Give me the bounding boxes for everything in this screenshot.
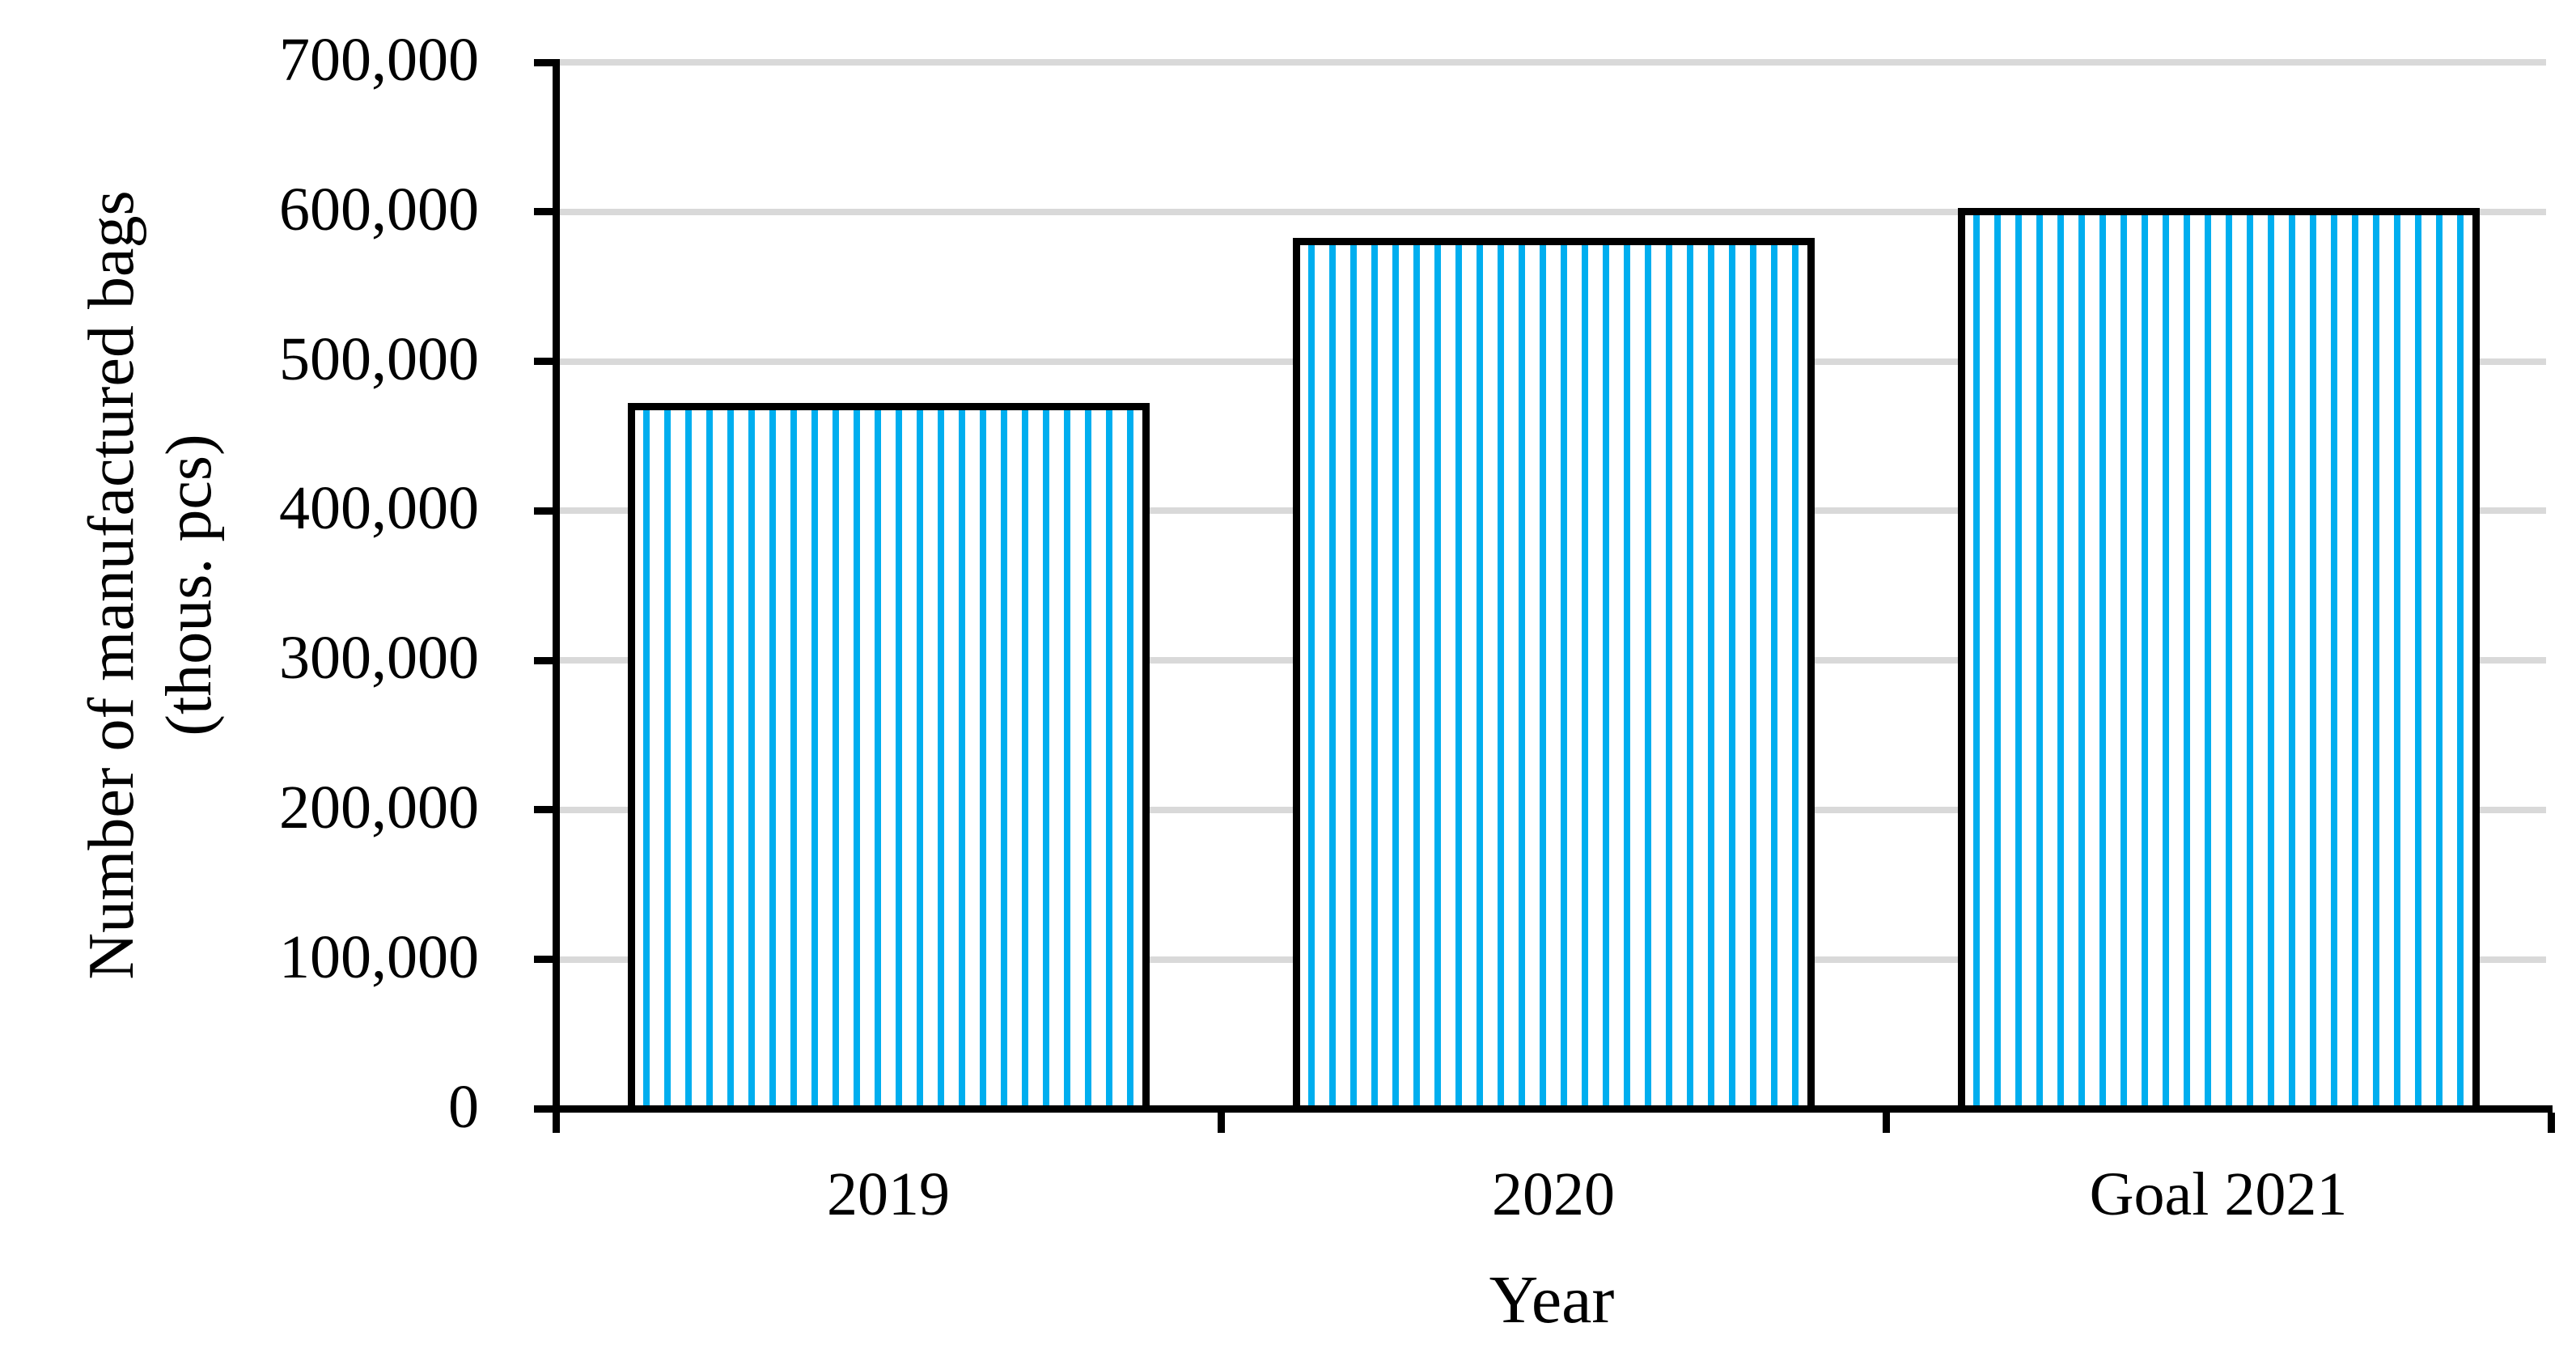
bar-2020 bbox=[1292, 238, 1815, 1113]
x-tick-3 bbox=[2547, 1113, 2555, 1133]
y-tick-700000 bbox=[534, 58, 556, 66]
y-tick-label-100000: 100,000 bbox=[279, 922, 479, 991]
y-tick-label-400000: 400,000 bbox=[279, 474, 479, 543]
y-tick-400000 bbox=[534, 507, 556, 515]
x-category-label-goal-2021: Goal 2021 bbox=[2089, 1160, 2348, 1228]
x-tick-1 bbox=[1217, 1113, 1225, 1133]
x-tick-0 bbox=[552, 1113, 560, 1133]
y-tick-label-200000: 200,000 bbox=[279, 773, 479, 842]
x-axis-line bbox=[534, 1105, 2553, 1113]
y-tick-200000 bbox=[534, 806, 556, 814]
x-category-label-2020: 2020 bbox=[1492, 1160, 1615, 1228]
gridline-700000 bbox=[556, 59, 2546, 66]
y-tick-label-700000: 700,000 bbox=[279, 25, 479, 94]
y-tick-label-500000: 500,000 bbox=[279, 324, 479, 393]
y-tick-100000 bbox=[534, 956, 556, 964]
y-tick-label-0: 0 bbox=[448, 1072, 479, 1141]
x-tick-2 bbox=[1882, 1113, 1890, 1133]
y-tick-label-300000: 300,000 bbox=[279, 624, 479, 693]
y-tick-300000 bbox=[534, 656, 556, 664]
y-tick-0 bbox=[534, 1105, 556, 1113]
x-axis-title: Year bbox=[1489, 1262, 1615, 1338]
bar-2019 bbox=[627, 402, 1150, 1113]
y-tick-600000 bbox=[534, 208, 556, 216]
y-tick-500000 bbox=[534, 358, 556, 366]
y-axis-line bbox=[552, 58, 560, 1113]
gridline-600000 bbox=[556, 208, 2546, 215]
x-category-label-2019: 2019 bbox=[827, 1160, 950, 1228]
bar-goal-2021 bbox=[1957, 208, 2480, 1113]
y-tick-label-600000: 600,000 bbox=[279, 175, 479, 244]
